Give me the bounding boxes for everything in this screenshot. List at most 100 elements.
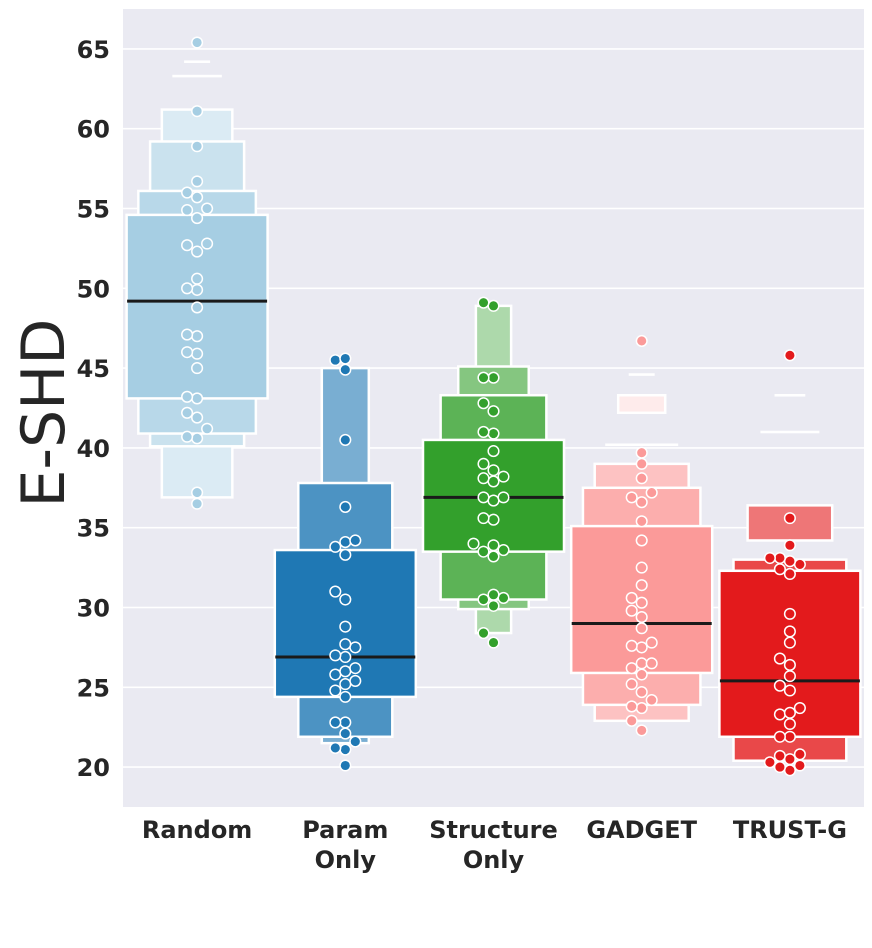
point-random-7	[181, 406, 194, 419]
x-tick-param-only-line-1: Param	[302, 816, 388, 844]
point-trust-g-21	[783, 607, 796, 620]
point-param-only-22	[339, 548, 352, 561]
point-structure-only-21	[477, 457, 490, 470]
point-param-only-28	[339, 363, 352, 376]
point-random-18	[191, 272, 204, 285]
point-trust-g-19	[783, 636, 796, 649]
point-param-only-19	[339, 620, 352, 633]
x-tick-structure-only-line-2: Only	[463, 846, 525, 874]
point-structure-only-11	[467, 537, 480, 550]
point-gadget-1	[635, 724, 648, 737]
point-structure-only-9	[497, 543, 510, 557]
point-structure-only-29	[487, 299, 500, 312]
point-structure-only-16	[497, 491, 510, 504]
point-structure-only-27	[487, 371, 500, 384]
point-gadget-28	[635, 457, 648, 470]
x-tick-structure-only-line-1: Structure	[429, 816, 558, 844]
point-param-only-12	[329, 668, 342, 681]
point-gadget-11	[645, 657, 658, 670]
point-trust-g-24	[793, 558, 806, 571]
point-random-19	[191, 245, 204, 258]
point-trust-g-29	[783, 512, 796, 525]
point-structure-only-24	[477, 425, 490, 438]
point-structure-only-26	[477, 397, 490, 410]
point-gadget-12	[635, 641, 648, 654]
point-random-10	[191, 362, 204, 375]
point-gadget-6	[635, 686, 648, 699]
point-structure-only-15	[477, 491, 490, 504]
point-trust-g-9	[773, 730, 786, 743]
point-structure-only-7	[487, 550, 500, 563]
point-random-4	[181, 430, 194, 443]
point-trust-g-23	[773, 563, 786, 576]
point-structure-only-6	[487, 588, 500, 601]
y-tick-55: 55	[77, 196, 110, 224]
point-random-6	[191, 411, 204, 424]
point-param-only-30	[339, 352, 352, 365]
point-trust-g-6	[773, 749, 786, 762]
point-random-3	[191, 432, 204, 445]
point-param-only-14	[349, 662, 362, 675]
point-structure-only-17	[487, 475, 500, 488]
point-gadget-24	[635, 496, 648, 509]
point-random-15	[191, 301, 204, 314]
point-trust-g-8	[783, 730, 796, 743]
point-trust-g-3	[793, 759, 806, 772]
point-param-only-6	[339, 716, 352, 729]
x-tick-param-only-line-2: Only	[315, 846, 377, 874]
point-structure-only-28	[477, 371, 490, 384]
point-random-1	[191, 497, 204, 510]
point-random-16	[191, 283, 204, 296]
y-tick-40: 40	[77, 435, 110, 463]
point-gadget-22	[635, 534, 648, 547]
y-tick-65: 65	[77, 36, 110, 64]
point-param-only-13	[339, 665, 352, 678]
box-gadget-level-5	[616, 393, 667, 415]
point-param-only-4	[349, 735, 362, 748]
point-param-only-17	[349, 641, 362, 654]
point-gadget-18	[635, 596, 648, 609]
x-tick-random-line-1: Random	[142, 816, 252, 844]
point-trust-g-4	[763, 756, 776, 769]
point-gadget-26	[645, 486, 658, 499]
point-structure-only-25	[487, 405, 500, 418]
point-param-only-3	[329, 741, 342, 754]
point-trust-g-12	[783, 706, 796, 719]
point-trust-g-1	[783, 764, 796, 777]
point-gadget-25	[625, 491, 638, 504]
point-trust-g-18	[773, 652, 786, 665]
point-random-25	[191, 191, 204, 204]
point-structure-only-10	[487, 539, 500, 552]
point-param-only-1	[339, 759, 352, 772]
point-gadget-20	[635, 579, 648, 592]
point-random-26	[181, 186, 194, 199]
point-param-only-15	[339, 650, 352, 664]
point-random-14	[181, 328, 194, 341]
point-gadget-7	[625, 678, 638, 691]
y-tick-60: 60	[77, 116, 110, 144]
point-gadget-17	[625, 604, 638, 617]
point-random-30	[191, 36, 204, 49]
point-random-29	[191, 105, 204, 118]
point-param-only-2	[339, 743, 352, 756]
point-trust-g-5	[783, 753, 796, 766]
point-random-23	[181, 204, 194, 217]
swarm-points	[181, 36, 806, 777]
point-random-5	[201, 422, 214, 435]
point-random-27	[191, 175, 204, 188]
point-random-13	[191, 330, 204, 343]
point-structure-only-30	[477, 296, 490, 309]
point-param-only-20	[339, 593, 352, 606]
point-random-8	[191, 392, 204, 405]
point-gadget-13	[625, 639, 638, 652]
point-gadget-30	[635, 334, 648, 348]
point-param-only-27	[339, 433, 352, 446]
point-structure-only-4	[477, 593, 490, 606]
point-structure-only-13	[477, 512, 490, 525]
y-tick-25: 25	[77, 674, 110, 702]
point-param-only-18	[339, 638, 352, 651]
x-tick-trust-g-line-1: TRUST-G	[733, 816, 847, 844]
point-structure-only-23	[487, 427, 500, 440]
point-param-only-5	[339, 727, 352, 740]
